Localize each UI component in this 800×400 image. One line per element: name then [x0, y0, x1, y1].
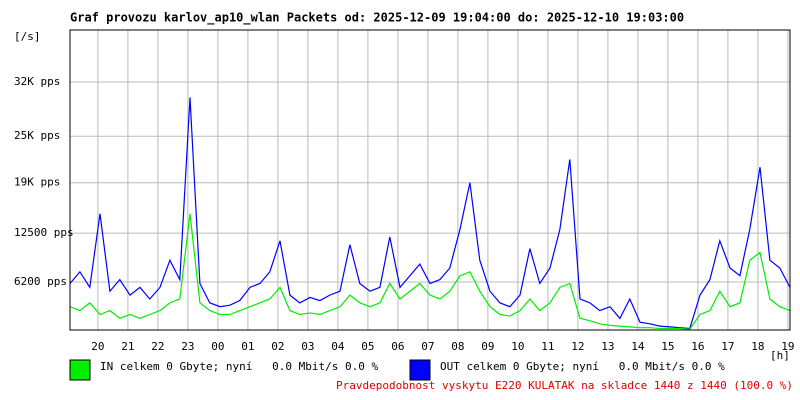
legend-swatch [409, 359, 431, 381]
x-tick-label: 21 [121, 340, 134, 353]
footnote: Pravdepodobnost vyskytu E220 KULATAK na … [336, 379, 793, 392]
x-tick-label: 10 [511, 340, 524, 353]
legend: OUT celkem 0 Gbyte; nyní 0.0 Mbit/s 0.0 … [69, 359, 725, 381]
x-tick-label: 00 [211, 340, 224, 353]
plot [69, 97, 791, 330]
x-tick-label: 18 [751, 340, 764, 353]
grid [70, 30, 790, 330]
x-tick-label: 17 [721, 340, 734, 353]
y-tick-label: 6200 pps [14, 275, 67, 288]
y-tick-label: 12500 pps [14, 226, 74, 239]
x-tick-label: 23 [181, 340, 194, 353]
x-tick-label: 16 [691, 340, 704, 353]
x-tick-label: 20 [91, 340, 104, 353]
x-tick-label: 11 [541, 340, 554, 353]
series-line [69, 97, 791, 330]
x-tick-label: 01 [241, 340, 254, 353]
x-tick-label: 22 [151, 340, 164, 353]
y-tick-label: 19K pps [14, 176, 60, 189]
x-axis-label: [h] [770, 349, 790, 362]
x-tick-label: 03 [301, 340, 314, 353]
x-tick-label: 15 [661, 340, 674, 353]
x-tick-label: 14 [631, 340, 645, 353]
y-axis-label: [/s] [14, 30, 41, 43]
x-tick-label: 06 [391, 340, 404, 353]
legend-label: IN celkem 0 Gbyte; nyní 0.0 Mbit/s 0.0 % [100, 360, 379, 373]
x-tick-label: 05 [361, 340, 374, 353]
chart-title: Graf provozu karlov_ap10_wlan Packets od… [70, 11, 684, 26]
x-tick-label: 08 [451, 340, 464, 353]
x-tick-label: 13 [601, 340, 614, 353]
x-tick-label: 07 [421, 340, 434, 353]
y-tick-label: 25K pps [14, 129, 60, 142]
legend-swatch [69, 359, 91, 381]
y-tick-label: 32K pps [14, 75, 60, 88]
x-tick-label: 12 [571, 340, 584, 353]
series-line [69, 213, 791, 330]
plot-border [69, 29, 791, 331]
x-tick-label: 04 [331, 340, 345, 353]
x-tick-label: 19 [781, 340, 794, 353]
x-tick-label: 09 [481, 340, 494, 353]
x-tick-label: 02 [271, 340, 284, 353]
legend-label: OUT celkem 0 Gbyte; nyní 0.0 Mbit/s 0.0 … [440, 360, 725, 373]
